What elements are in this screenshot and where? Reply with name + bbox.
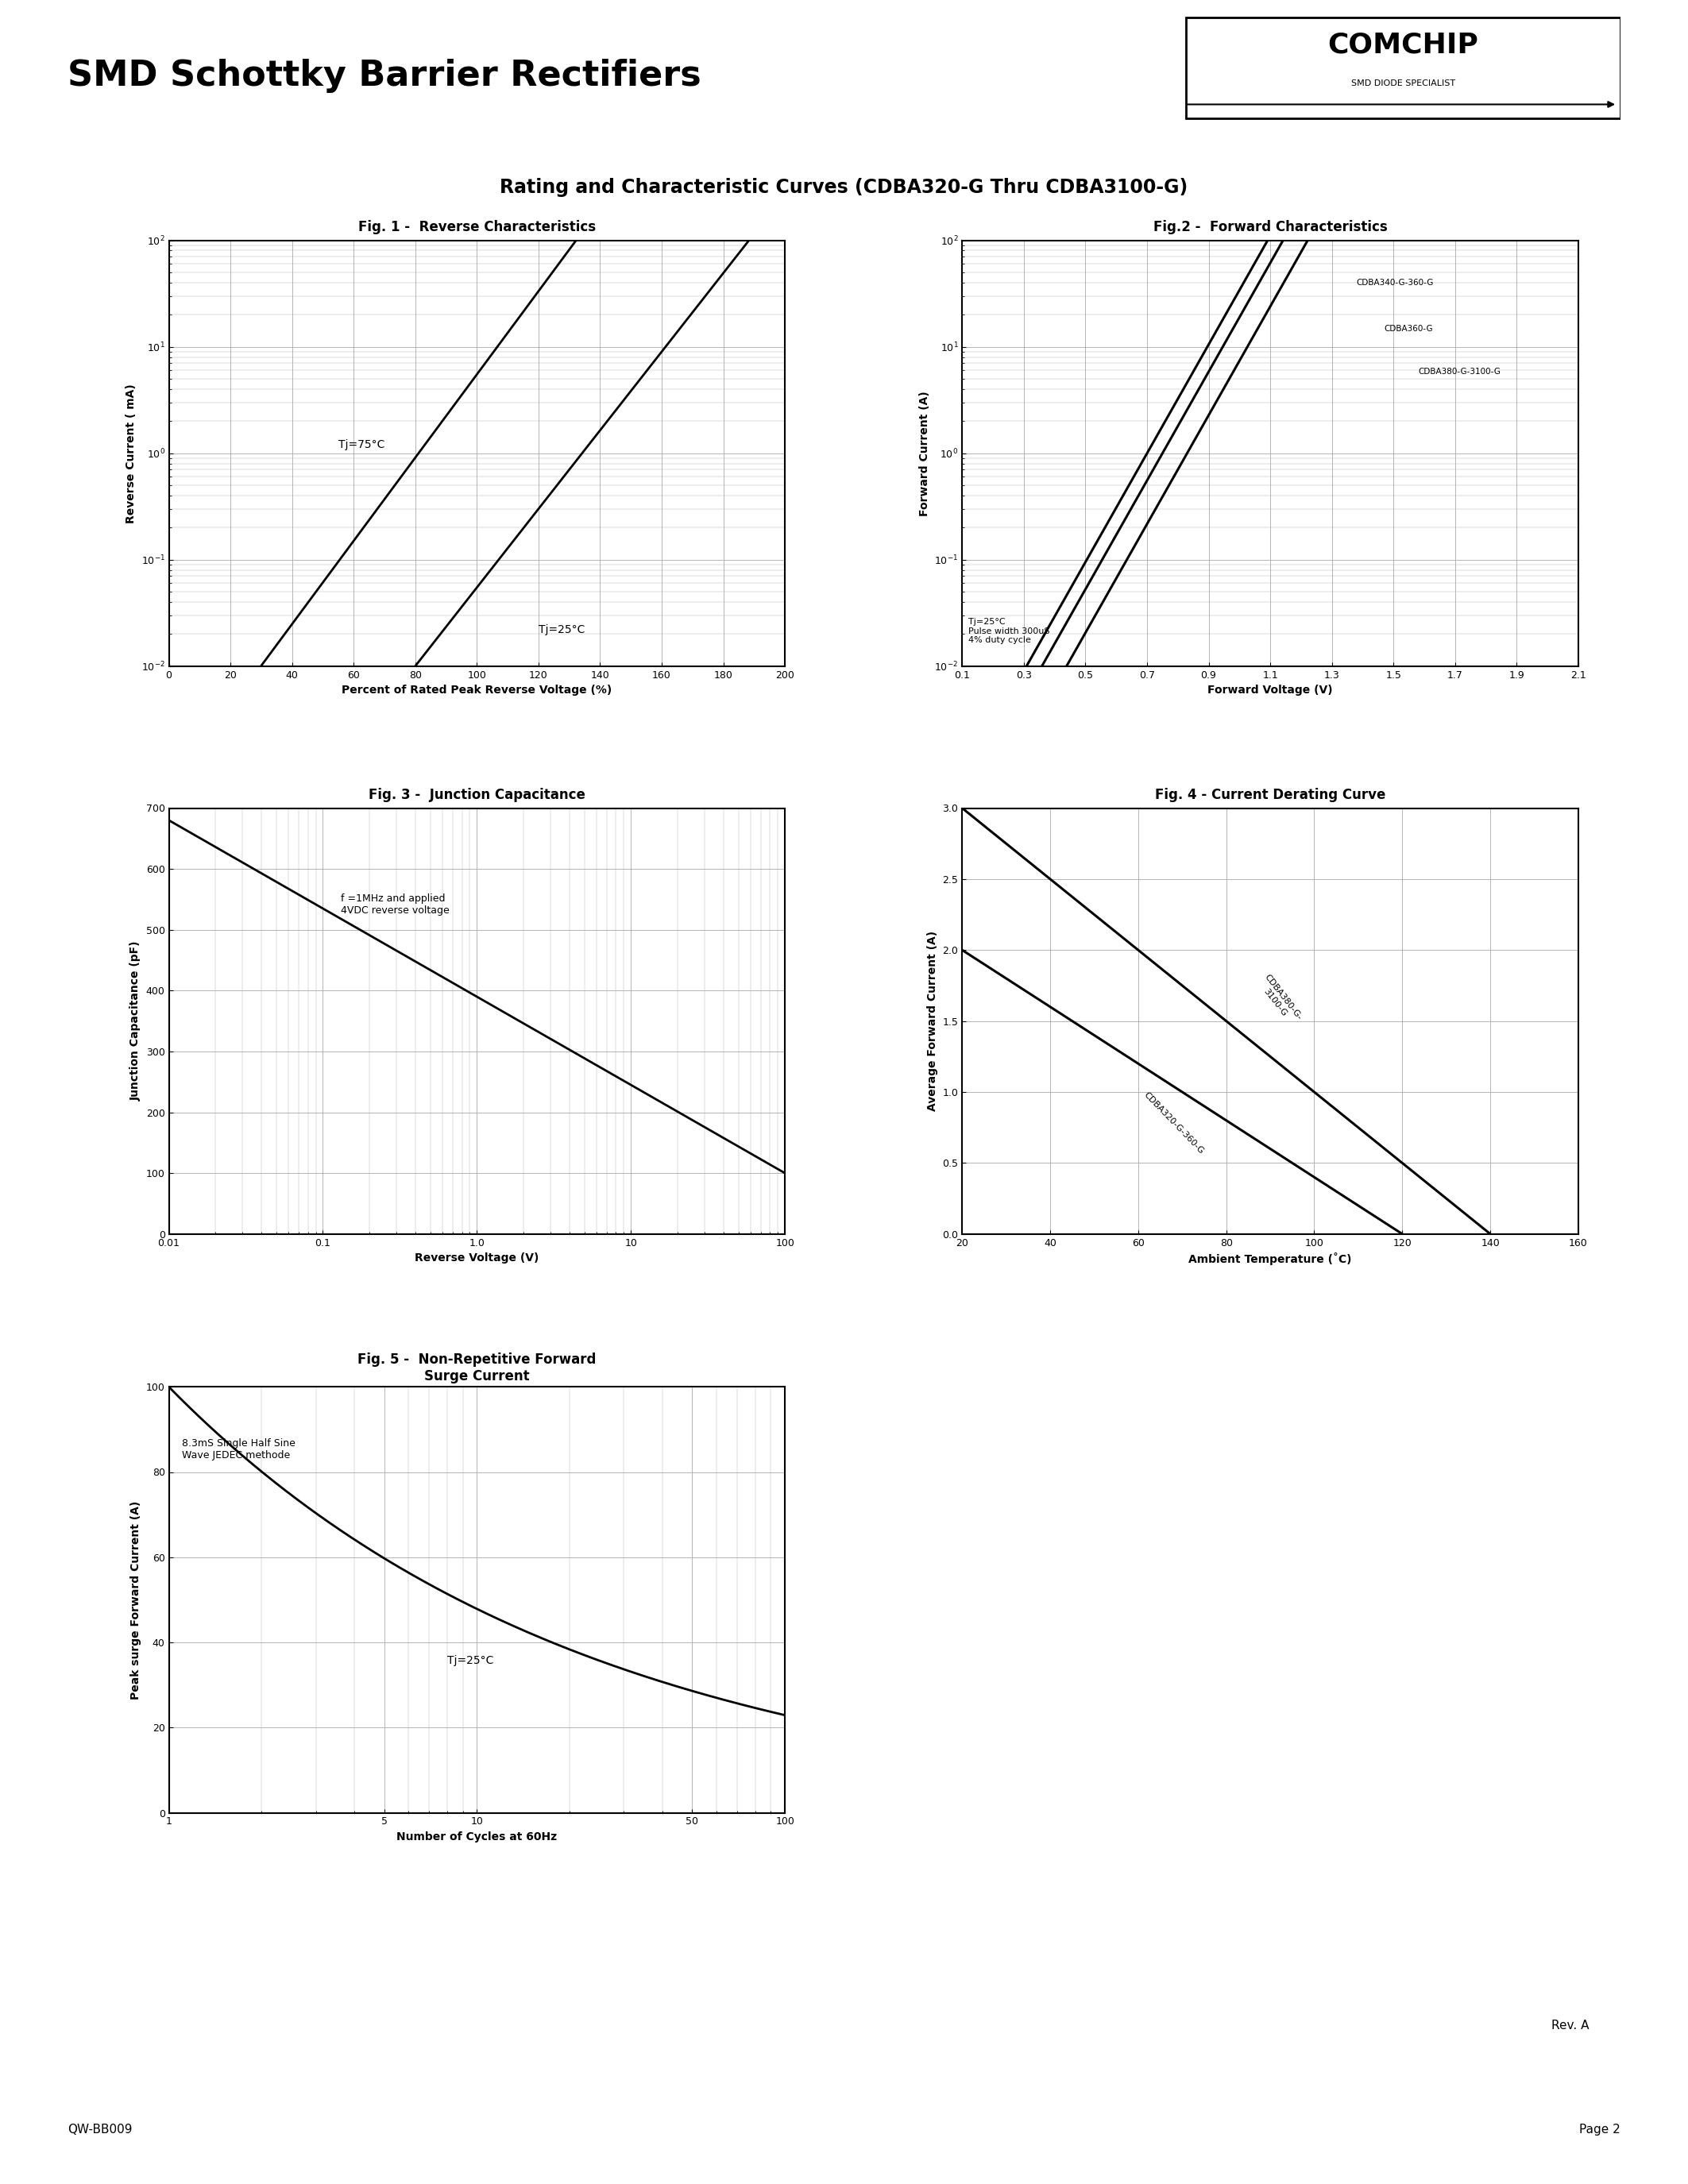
Text: SMD Schottky Barrier Rectifiers: SMD Schottky Barrier Rectifiers <box>68 59 701 94</box>
X-axis label: Number of Cycles at 60Hz: Number of Cycles at 60Hz <box>397 1832 557 1843</box>
Text: CDBA360-G: CDBA360-G <box>1384 325 1433 332</box>
Text: SMD DIODE SPECIALIST: SMD DIODE SPECIALIST <box>1350 79 1455 87</box>
Title: Fig.2 -  Forward Characteristics: Fig.2 - Forward Characteristics <box>1153 221 1388 234</box>
Text: CDBA380-G-3100-G: CDBA380-G-3100-G <box>1418 367 1501 376</box>
Text: Rev. A: Rev. A <box>1551 2020 1590 2031</box>
FancyBboxPatch shape <box>1185 17 1620 118</box>
Text: COMCHIP: COMCHIP <box>1328 31 1479 59</box>
Text: Tj=75°C: Tj=75°C <box>338 439 385 450</box>
Y-axis label: Reverse Current ( mA): Reverse Current ( mA) <box>125 384 137 522</box>
Title: Fig. 1 -  Reverse Characteristics: Fig. 1 - Reverse Characteristics <box>358 221 596 234</box>
Y-axis label: Average Forward Current (A): Average Forward Current (A) <box>927 930 939 1112</box>
Text: Tj=25°C
Pulse width 300uS
4% duty cycle: Tj=25°C Pulse width 300uS 4% duty cycle <box>969 618 1050 644</box>
Text: CDBA320-G-360-G: CDBA320-G-360-G <box>1143 1090 1205 1155</box>
Y-axis label: Peak surge Forward Current (A): Peak surge Forward Current (A) <box>130 1500 142 1699</box>
Title: Fig. 5 -  Non-Repetitive Forward
Surge Current: Fig. 5 - Non-Repetitive Forward Surge Cu… <box>358 1352 596 1382</box>
Y-axis label: Forward Current (A): Forward Current (A) <box>918 391 930 515</box>
Text: Rating and Characteristic Curves (CDBA320-G Thru CDBA3100-G): Rating and Characteristic Curves (CDBA32… <box>500 179 1188 197</box>
X-axis label: Percent of Rated Peak Reverse Voltage (%): Percent of Rated Peak Reverse Voltage (%… <box>341 686 613 697</box>
Text: CDBA380-G-
3100-G: CDBA380-G- 3100-G <box>1256 972 1303 1026</box>
Text: Tj=25°C: Tj=25°C <box>447 1655 493 1666</box>
Y-axis label: Junction Capacitance (pF): Junction Capacitance (pF) <box>130 941 142 1101</box>
X-axis label: Ambient Temperature (˚C): Ambient Temperature (˚C) <box>1188 1254 1352 1265</box>
Title: Fig. 3 -  Junction Capacitance: Fig. 3 - Junction Capacitance <box>368 788 586 802</box>
Text: f =1MHz and applied
4VDC reverse voltage: f =1MHz and applied 4VDC reverse voltage <box>341 893 449 915</box>
Text: 8.3mS Single Half Sine
Wave JEDEC methode: 8.3mS Single Half Sine Wave JEDEC method… <box>182 1437 295 1461</box>
X-axis label: Reverse Voltage (V): Reverse Voltage (V) <box>415 1254 538 1265</box>
Text: QW-BB009: QW-BB009 <box>68 2123 132 2136</box>
Text: CDBA340-G-360-G: CDBA340-G-360-G <box>1357 280 1433 286</box>
Text: Tj=25°C: Tj=25°C <box>538 625 584 636</box>
X-axis label: Forward Voltage (V): Forward Voltage (V) <box>1207 686 1334 697</box>
Text: Page 2: Page 2 <box>1580 2123 1620 2136</box>
Title: Fig. 4 - Current Derating Curve: Fig. 4 - Current Derating Curve <box>1155 788 1386 802</box>
